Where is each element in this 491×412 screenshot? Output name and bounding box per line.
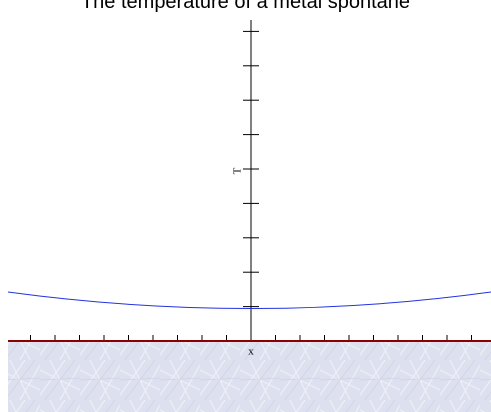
temperature-curve: [8, 292, 491, 309]
plot-window: The temperature of a metal spontane T x: [0, 0, 491, 412]
plot: T x: [0, 0, 491, 412]
x-axis-label: x: [248, 346, 254, 358]
y-axis-label: T: [232, 167, 244, 174]
